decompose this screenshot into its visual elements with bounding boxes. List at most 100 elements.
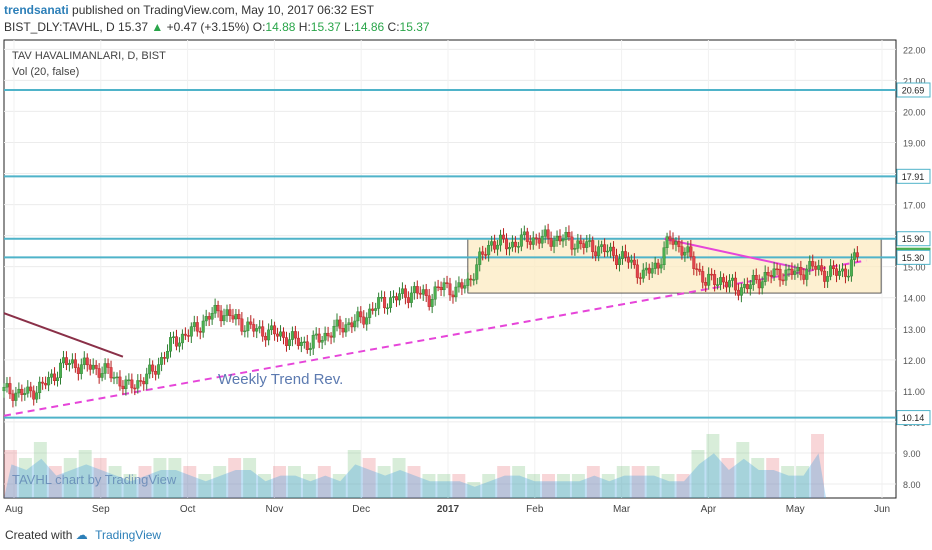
x-tick-label: Aug bbox=[5, 504, 23, 515]
candle-body bbox=[838, 270, 842, 276]
volume-bar bbox=[482, 474, 496, 498]
candle-body bbox=[26, 386, 30, 394]
candle-body bbox=[478, 251, 482, 265]
candle-body bbox=[707, 273, 711, 286]
candle-body bbox=[484, 254, 488, 256]
candle-body bbox=[58, 362, 62, 378]
candle-body bbox=[225, 309, 229, 316]
price-label-text: 15.30 bbox=[902, 253, 925, 263]
candle-body bbox=[394, 296, 398, 301]
candle-body bbox=[579, 240, 583, 244]
candle-body bbox=[397, 293, 401, 301]
author-link[interactable]: trendsanati bbox=[4, 3, 69, 17]
candle-body bbox=[829, 265, 833, 277]
volume-bar bbox=[4, 450, 17, 498]
y-tick-label: 17.00 bbox=[903, 201, 926, 211]
y-tick-label: 21.00 bbox=[903, 76, 926, 86]
candle-body bbox=[201, 320, 205, 333]
candle-body bbox=[808, 261, 812, 270]
volume-bar bbox=[273, 466, 286, 498]
candle-body bbox=[326, 332, 330, 337]
candle-body bbox=[267, 329, 271, 341]
candle-body bbox=[332, 325, 336, 338]
candle-body bbox=[228, 309, 232, 316]
watermark: TAVHL chart by TradingView bbox=[12, 472, 177, 487]
candle-body bbox=[284, 337, 288, 346]
price-label-box bbox=[896, 231, 931, 247]
candle-body bbox=[427, 295, 431, 307]
candle-body bbox=[415, 286, 419, 294]
candle-body bbox=[88, 364, 92, 370]
candle-body bbox=[374, 308, 378, 311]
candle-body bbox=[540, 236, 544, 244]
candle-body bbox=[507, 247, 511, 250]
y-tick-label: 19.00 bbox=[903, 138, 926, 148]
candle-body bbox=[644, 267, 648, 271]
candle-body bbox=[855, 252, 859, 258]
candle-body bbox=[103, 363, 107, 374]
candle-body bbox=[588, 240, 592, 242]
annotation-weekly-trend: Weekly Trend Rev. bbox=[218, 371, 343, 388]
volume-bar bbox=[766, 458, 780, 498]
grid bbox=[4, 40, 896, 498]
volume-bar bbox=[78, 450, 92, 498]
candle-body bbox=[32, 390, 36, 400]
candle-body bbox=[603, 244, 607, 252]
x-tick-label: Dec bbox=[352, 504, 370, 515]
candle-body bbox=[362, 316, 366, 325]
candle-body bbox=[347, 322, 351, 325]
candle-body bbox=[668, 236, 672, 240]
candle-body bbox=[38, 381, 42, 394]
candle-body bbox=[136, 380, 140, 389]
volume-bar bbox=[168, 458, 182, 498]
candle-body bbox=[44, 383, 48, 386]
candle-body bbox=[710, 273, 714, 276]
candle-body bbox=[784, 269, 788, 281]
candle-body bbox=[454, 286, 458, 298]
candle-body bbox=[118, 376, 122, 387]
candle-body bbox=[76, 367, 80, 374]
trendline bbox=[3, 312, 124, 358]
candle-body bbox=[195, 322, 199, 332]
candle-body bbox=[537, 238, 541, 244]
candle-body bbox=[525, 231, 529, 242]
candle-body bbox=[650, 268, 654, 274]
candle-body bbox=[436, 286, 440, 288]
candle-body bbox=[623, 251, 627, 258]
candle-body bbox=[41, 381, 45, 384]
candle-body bbox=[787, 268, 791, 271]
candle-body bbox=[85, 357, 89, 366]
candle-body bbox=[400, 288, 404, 294]
candle-body bbox=[276, 333, 280, 337]
horizontal-levels bbox=[4, 88, 896, 419]
footer: Created with ☁ TradingView bbox=[5, 528, 161, 542]
candle-body bbox=[766, 272, 770, 276]
close-label: C: bbox=[387, 20, 400, 34]
volume-bar bbox=[302, 474, 316, 498]
volume-bar bbox=[377, 466, 391, 498]
candle-body bbox=[261, 326, 265, 337]
candle-body bbox=[222, 315, 226, 322]
x-tick-label: Apr bbox=[701, 504, 717, 515]
candle-body bbox=[656, 262, 660, 269]
candle-body bbox=[502, 234, 506, 240]
candle-body bbox=[79, 364, 83, 374]
candle-body bbox=[543, 229, 547, 237]
candle-body bbox=[314, 333, 318, 336]
candle-body bbox=[377, 297, 381, 309]
candle-body bbox=[180, 333, 184, 344]
x-tick-label: Jun bbox=[874, 504, 890, 515]
candle-body bbox=[299, 341, 303, 346]
volume-bar bbox=[228, 458, 242, 498]
candle-body bbox=[594, 251, 598, 257]
price-label-box bbox=[896, 168, 931, 184]
volume-bar bbox=[706, 434, 720, 498]
candle-body bbox=[775, 268, 779, 271]
candle-body bbox=[591, 240, 595, 253]
candle-body bbox=[769, 275, 773, 277]
candle-body bbox=[528, 241, 532, 245]
candle-body bbox=[344, 324, 348, 333]
tradingview-link[interactable]: TradingView bbox=[95, 528, 162, 542]
